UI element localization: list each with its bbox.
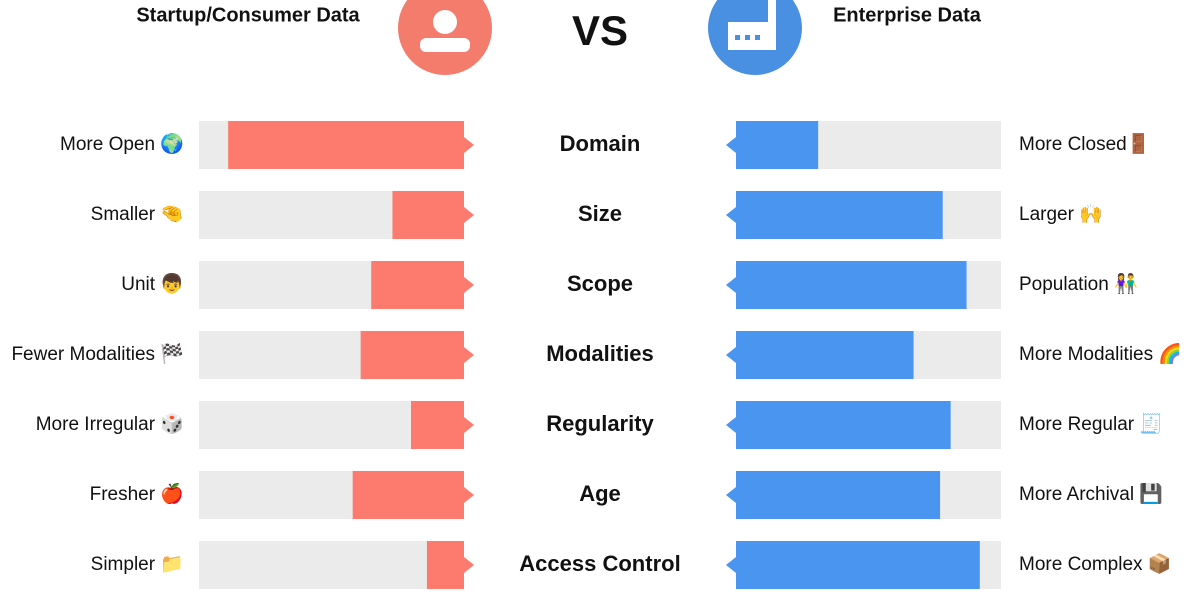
left-title: Startup/Consumer Data	[136, 4, 360, 26]
bar	[426, 541, 464, 589]
bar	[360, 331, 464, 379]
arrow	[726, 207, 736, 223]
bar	[228, 121, 464, 169]
right-label: More Modalities 🌈	[1019, 342, 1182, 365]
arrow	[726, 487, 736, 503]
left-label: Simpler 📁	[91, 554, 184, 575]
bar	[411, 401, 464, 449]
arrow	[464, 487, 474, 503]
person-icon	[398, 0, 492, 75]
right-label: More Regular 🧾	[1019, 412, 1163, 435]
category-label: Age	[579, 481, 621, 506]
left-label: Unit 👦	[121, 272, 184, 295]
arrow	[726, 277, 736, 293]
bar	[352, 471, 464, 519]
left-label: Fewer Modalities 🏁	[11, 342, 184, 365]
right-label: More Closed🚪	[1019, 132, 1150, 155]
arrow	[464, 137, 474, 153]
category-label: Regularity	[546, 411, 654, 436]
arrow	[726, 137, 736, 153]
right-label: Larger 🙌	[1019, 203, 1103, 225]
bar	[736, 471, 941, 519]
arrow	[464, 207, 474, 223]
right-label: More Complex 📦	[1019, 552, 1171, 575]
bar	[736, 261, 967, 309]
right-label: More Archival 💾	[1019, 482, 1163, 505]
left-label: Fresher 🍎	[90, 482, 184, 505]
left-label: More Open 🌍	[60, 132, 184, 155]
category-label: Domain	[560, 131, 641, 156]
bar	[371, 261, 464, 309]
category-label: Scope	[567, 271, 633, 296]
category-label: Modalities	[546, 341, 654, 366]
bar	[736, 401, 951, 449]
bar	[736, 191, 943, 239]
right-title: Enterprise Data	[833, 4, 982, 26]
vs-label: VS	[572, 7, 628, 54]
arrow	[464, 277, 474, 293]
right-label: Population 👫	[1019, 272, 1138, 295]
arrow	[726, 417, 736, 433]
left-label: More Irregular 🎲	[36, 412, 184, 435]
left-label: Smaller 🤏	[91, 204, 184, 225]
arrow	[464, 557, 474, 573]
category-label: Size	[578, 201, 622, 226]
factory-icon	[708, 0, 802, 75]
arrow	[726, 347, 736, 363]
track	[199, 541, 464, 589]
arrow	[464, 417, 474, 433]
category-label: Access Control	[519, 551, 680, 576]
bar	[736, 541, 980, 589]
arrow	[726, 557, 736, 573]
arrow	[464, 347, 474, 363]
bar	[736, 121, 819, 169]
bar	[392, 191, 464, 239]
bar	[736, 331, 914, 379]
